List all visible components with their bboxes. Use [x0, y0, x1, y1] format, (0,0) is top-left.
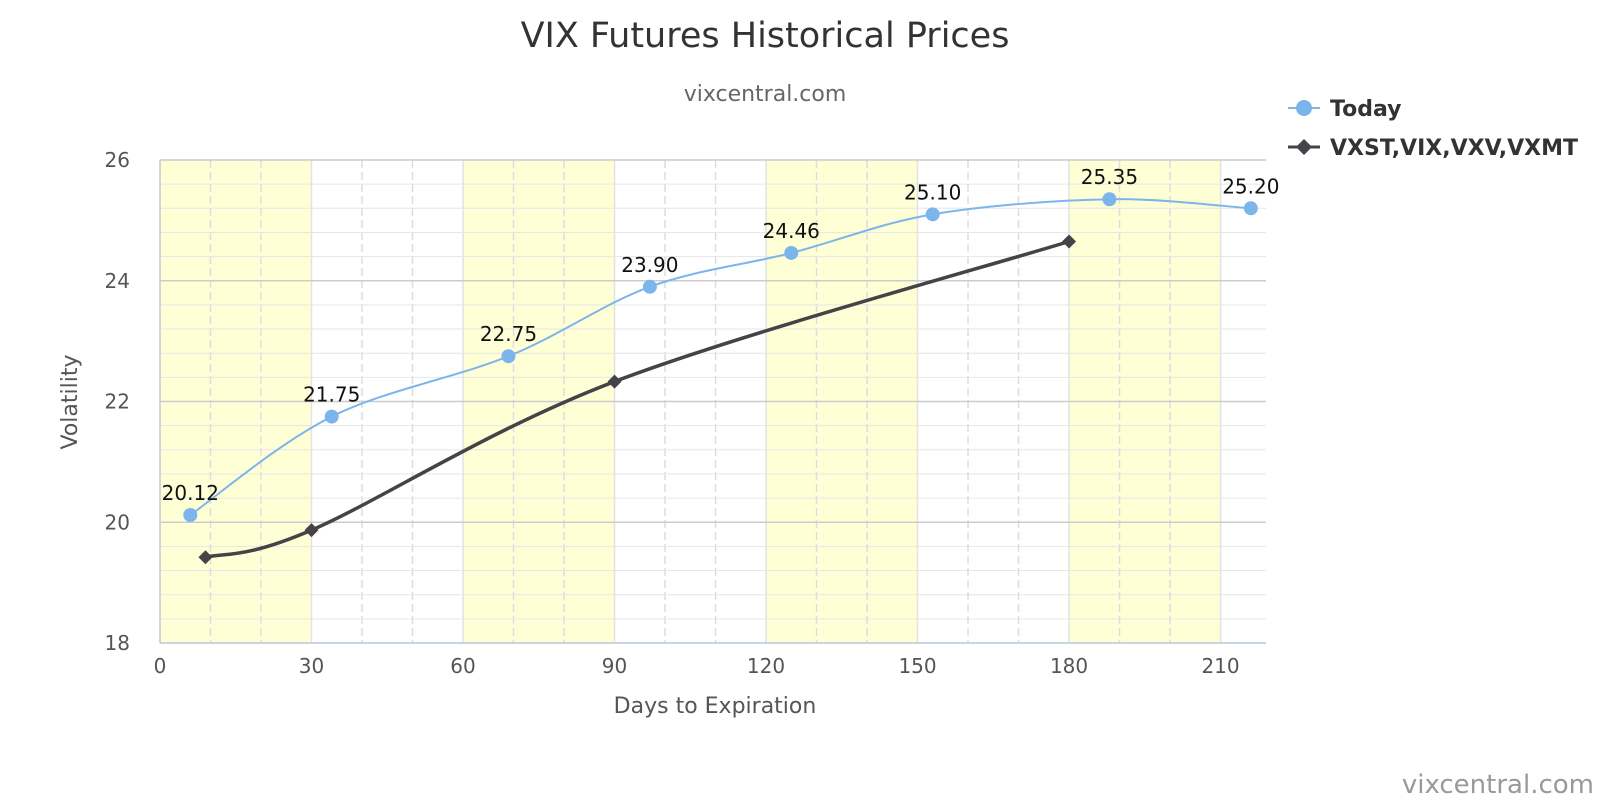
- data-labels: 20.12 21.75 22.75 23.90 24.46 25.10 25.35 25.20: [162, 165, 1280, 505]
- x-tick-label: 0: [154, 654, 167, 678]
- y-axis-title: Volatility: [58, 354, 83, 449]
- x-tick-label: 180: [1050, 654, 1088, 678]
- series-layer: [183, 192, 1258, 565]
- data-label: 24.46: [763, 219, 820, 243]
- data-point[interactable]: [1062, 234, 1077, 249]
- legend-item-today[interactable]: Today: [1288, 97, 1401, 122]
- data-point[interactable]: [1102, 192, 1117, 207]
- x-axis-title: Days to Expiration: [614, 694, 817, 719]
- data-point[interactable]: [501, 349, 516, 364]
- data-point[interactable]: [324, 409, 339, 424]
- x-tick-label: 120: [747, 654, 785, 678]
- data-point[interactable]: [642, 279, 657, 294]
- y-tick-label: 18: [105, 631, 130, 655]
- axes: 0 30 60 90 120 150 180 210 18 20 22 24 26: [105, 148, 1266, 678]
- data-label: 22.75: [480, 322, 537, 346]
- data-label: 25.20: [1222, 174, 1279, 198]
- series-line: [189, 198, 1251, 516]
- chart-subtitle: vixcentral.com: [684, 82, 847, 107]
- data-label: 20.12: [162, 481, 219, 505]
- data-point[interactable]: [1243, 201, 1258, 216]
- chart-title: VIX Futures Historical Prices: [521, 16, 1010, 56]
- legend-label-today: Today: [1330, 97, 1401, 122]
- series-line: [205, 239, 1070, 559]
- data-point[interactable]: [198, 550, 213, 565]
- x-tick-label: 210: [1201, 654, 1239, 678]
- diamond-marker-icon: [1296, 139, 1312, 155]
- x-tick-label: 60: [450, 654, 475, 678]
- data-label: 25.10: [904, 180, 961, 204]
- y-tick-label: 26: [105, 148, 130, 172]
- data-point[interactable]: [784, 245, 799, 260]
- legend: Today VXST,VIX,VXV,VXMT: [1288, 97, 1578, 161]
- data-point[interactable]: [925, 207, 940, 222]
- x-tick-label: 90: [602, 654, 627, 678]
- data-point[interactable]: [607, 374, 622, 389]
- x-tick-label: 150: [898, 654, 936, 678]
- data-label: 25.35: [1081, 165, 1138, 189]
- data-point[interactable]: [183, 508, 198, 523]
- y-tick-label: 20: [105, 510, 130, 534]
- data-label: 21.75: [303, 383, 360, 407]
- y-tick-label: 24: [105, 269, 130, 293]
- credit-link[interactable]: vixcentral.com: [1402, 770, 1594, 800]
- legend-item-term-structure[interactable]: VXST,VIX,VXV,VXMT: [1288, 136, 1578, 161]
- x-tick-label: 30: [299, 654, 324, 678]
- series-term-structure: [198, 234, 1077, 565]
- data-point[interactable]: [304, 523, 319, 538]
- grid-lines: [159, 159, 1266, 644]
- data-label: 23.90: [621, 253, 678, 277]
- legend-label-term-structure: VXST,VIX,VXV,VXMT: [1330, 136, 1578, 161]
- series-today: [183, 192, 1258, 523]
- circle-marker-icon: [1296, 100, 1312, 116]
- y-tick-label: 22: [105, 390, 130, 414]
